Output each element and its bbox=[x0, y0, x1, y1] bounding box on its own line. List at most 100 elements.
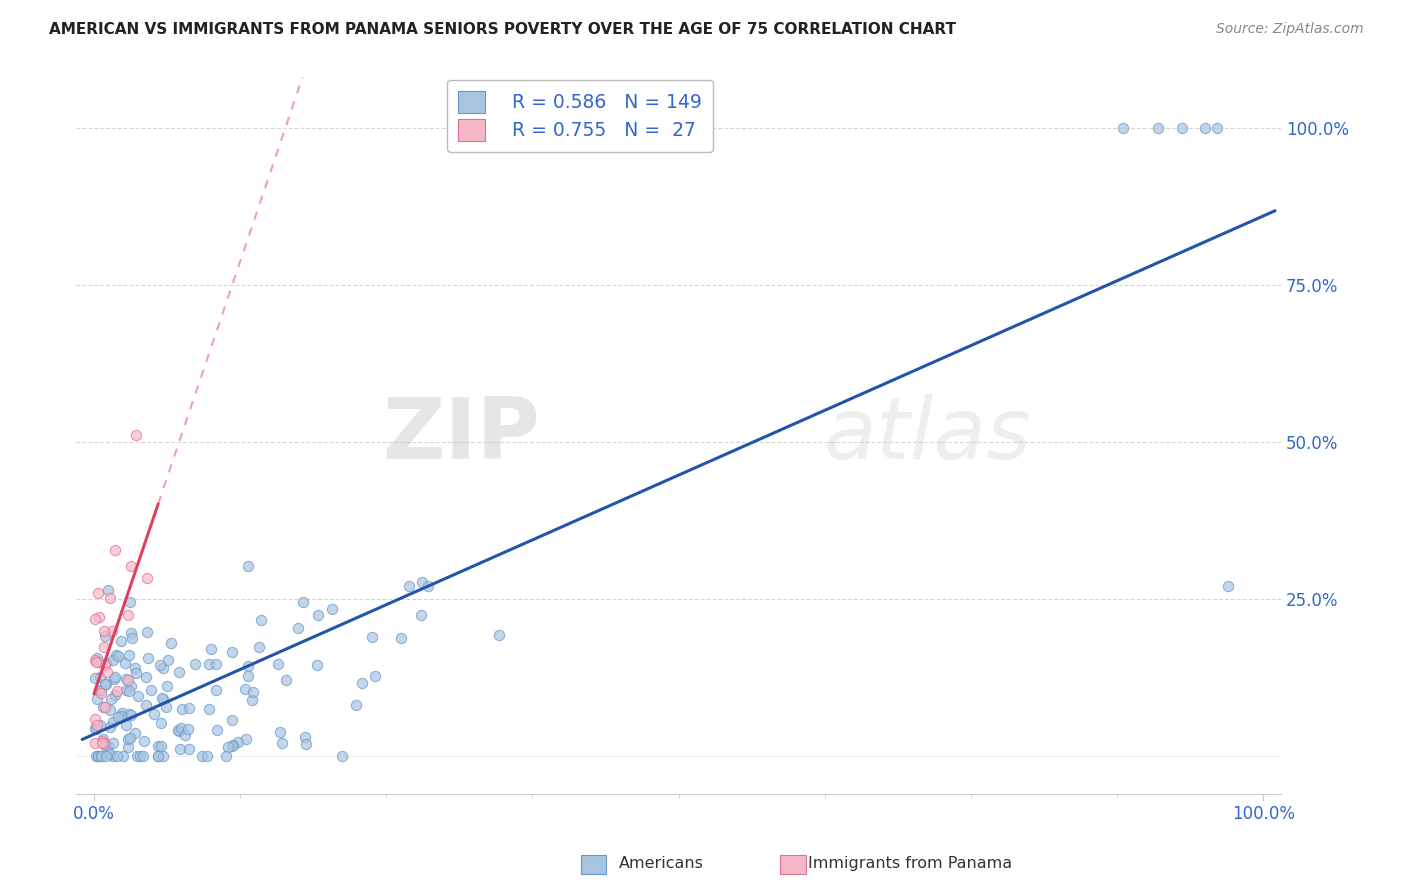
Point bbox=[149, 658, 172, 673]
Point bbox=[170, 721, 193, 735]
Point bbox=[205, 657, 228, 672]
Point bbox=[214, 749, 236, 764]
Point bbox=[93, 640, 115, 655]
Point bbox=[350, 676, 373, 690]
Point bbox=[104, 542, 127, 557]
Point bbox=[198, 657, 221, 672]
Point bbox=[86, 651, 108, 665]
Point bbox=[1218, 579, 1240, 593]
Point bbox=[93, 736, 115, 750]
Point bbox=[121, 631, 143, 645]
Point bbox=[361, 630, 384, 644]
Point bbox=[235, 682, 257, 697]
Point bbox=[150, 715, 173, 730]
Point bbox=[90, 683, 112, 698]
Point bbox=[205, 682, 228, 697]
Point bbox=[1112, 120, 1135, 135]
Point bbox=[139, 683, 162, 698]
Point bbox=[160, 636, 183, 650]
Point bbox=[86, 586, 108, 600]
Point bbox=[294, 737, 316, 751]
Point bbox=[93, 731, 115, 746]
Point bbox=[294, 730, 316, 744]
Point bbox=[97, 582, 120, 597]
Point bbox=[89, 684, 111, 698]
Point bbox=[146, 749, 169, 764]
Point bbox=[156, 679, 179, 693]
Point bbox=[100, 691, 122, 706]
Point bbox=[103, 670, 125, 684]
Point bbox=[127, 690, 149, 704]
Point bbox=[115, 683, 138, 698]
Point bbox=[115, 718, 138, 732]
Point bbox=[271, 736, 294, 750]
Point bbox=[120, 679, 142, 693]
Point bbox=[409, 607, 432, 622]
Point bbox=[84, 713, 107, 727]
Point bbox=[94, 749, 117, 764]
Text: Americans: Americans bbox=[619, 856, 703, 871]
Point bbox=[96, 665, 118, 680]
Point bbox=[364, 669, 387, 683]
Point bbox=[125, 749, 148, 764]
Point bbox=[221, 739, 243, 753]
Point bbox=[114, 656, 136, 670]
Point bbox=[411, 575, 433, 590]
Point bbox=[184, 657, 207, 671]
Point bbox=[110, 634, 132, 648]
Point bbox=[124, 726, 146, 740]
Point bbox=[1194, 120, 1216, 135]
Point bbox=[197, 702, 219, 716]
Point bbox=[134, 734, 156, 748]
Point bbox=[152, 691, 174, 706]
Text: atlas: atlas bbox=[823, 394, 1031, 477]
Point bbox=[120, 731, 142, 745]
Point bbox=[124, 661, 146, 675]
Point bbox=[148, 749, 170, 764]
Point bbox=[330, 749, 353, 764]
Point bbox=[91, 734, 114, 748]
Point bbox=[236, 659, 259, 673]
Point bbox=[1205, 120, 1227, 135]
Point bbox=[152, 660, 174, 674]
Point bbox=[105, 648, 128, 663]
Point bbox=[118, 648, 141, 663]
Text: Source: ZipAtlas.com: Source: ZipAtlas.com bbox=[1216, 22, 1364, 37]
Point bbox=[120, 707, 142, 722]
Point bbox=[84, 653, 107, 667]
Point bbox=[149, 739, 172, 754]
Point bbox=[307, 608, 329, 623]
Point bbox=[117, 607, 139, 622]
Point bbox=[177, 700, 200, 714]
Point bbox=[240, 692, 263, 706]
Point bbox=[221, 713, 243, 727]
Point bbox=[129, 749, 152, 764]
Point bbox=[101, 624, 124, 639]
Point bbox=[190, 749, 212, 764]
Point bbox=[84, 655, 107, 669]
Text: AMERICAN VS IMMIGRANTS FROM PANAMA SENIORS POVERTY OVER THE AGE OF 75 CORRELATIO: AMERICAN VS IMMIGRANTS FROM PANAMA SENIO… bbox=[49, 22, 956, 37]
Point bbox=[117, 673, 139, 687]
Point bbox=[112, 749, 135, 764]
Point bbox=[146, 739, 169, 753]
Point bbox=[105, 749, 128, 764]
Point bbox=[93, 624, 115, 639]
Point bbox=[177, 722, 200, 736]
Point bbox=[94, 738, 117, 752]
Point bbox=[117, 731, 139, 746]
Point bbox=[1170, 120, 1192, 135]
Point bbox=[101, 652, 124, 666]
Point bbox=[226, 735, 249, 749]
Point bbox=[101, 749, 124, 764]
Point bbox=[94, 629, 117, 643]
Point bbox=[84, 671, 107, 685]
Point bbox=[98, 703, 121, 717]
Point bbox=[97, 739, 120, 753]
Point bbox=[93, 657, 115, 672]
Point bbox=[250, 613, 273, 627]
Point bbox=[86, 692, 108, 706]
Point bbox=[205, 723, 228, 737]
Point bbox=[91, 736, 114, 750]
Point bbox=[103, 672, 125, 686]
Point bbox=[132, 749, 155, 764]
